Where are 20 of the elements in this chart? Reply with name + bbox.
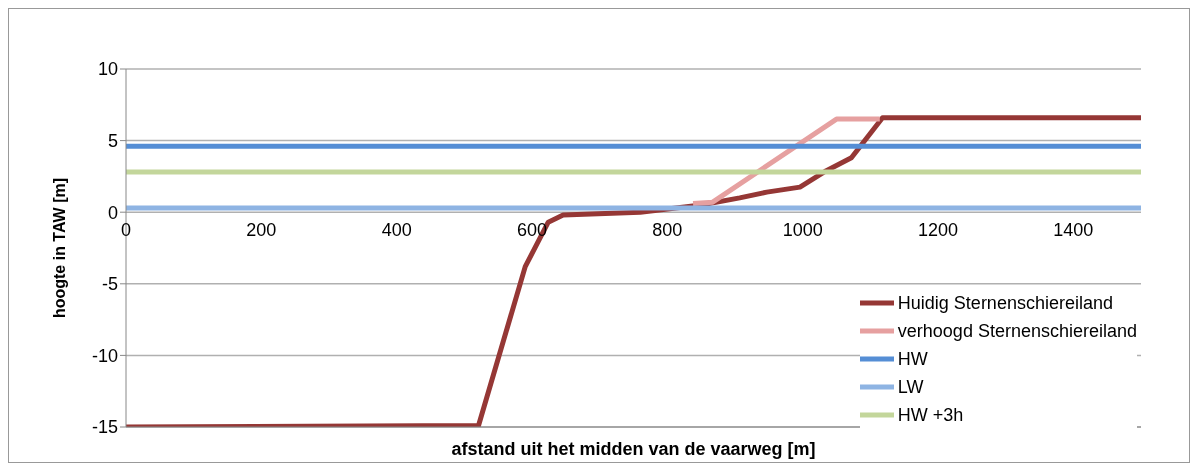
y-axis-title: hoogte in TAW [m] [50,177,68,319]
x-tick-label: 1400 [1053,220,1094,241]
x-axis-title: afstand uit het midden van de vaarweg [m] [451,439,816,459]
y-tick-label: -5 [101,274,118,295]
x-tick-label: 0 [120,220,132,241]
y-tick-label: 0 [107,202,118,223]
x-tick-label: 800 [652,220,683,241]
x-tick-label: 200 [246,220,277,241]
y-tick-label: -10 [91,345,118,366]
x-tick-label: 1000 [782,220,823,241]
legend-label: Huidig Sternenschiereiland [897,292,1113,315]
legend-label: verhoogd Sternenschiereiland [897,320,1137,343]
y-tick-label: -15 [91,417,118,438]
legend-label: HW +3h [897,404,964,427]
y-tick-label: 10 [97,59,118,80]
y-tick-label: 5 [107,130,118,151]
x-tick-label: 400 [381,220,412,241]
x-tick-label: 1200 [917,220,959,241]
legend-label: LW [897,376,924,399]
legend-label: HW [897,348,928,371]
